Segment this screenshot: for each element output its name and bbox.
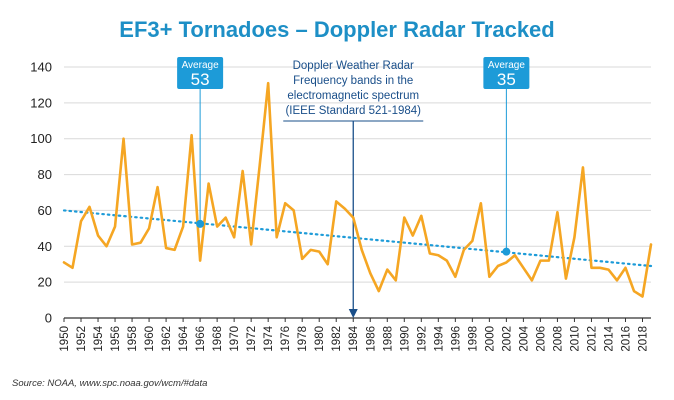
doppler-marker: Doppler Weather Radar Frequency bands in … bbox=[283, 60, 424, 318]
y-tick-label: 20 bbox=[38, 275, 52, 290]
x-tick-label: 1956 bbox=[110, 326, 122, 352]
x-tick-label: 1974 bbox=[263, 325, 275, 351]
x-tick-label: 1952 bbox=[76, 326, 88, 352]
x-axis-ticks: 1950 1952 1954 1956 1958 1960 1962 1964 1966 1968… bbox=[59, 318, 649, 352]
marker-text-line: Frequency bands in the bbox=[293, 75, 413, 87]
x-tick-label: 1980 bbox=[314, 326, 326, 352]
x-tick-label: 2004 bbox=[518, 325, 530, 351]
marker-text-line: Doppler Weather Radar bbox=[293, 60, 414, 72]
callout-box bbox=[483, 57, 530, 89]
x-tick-label: 2006 bbox=[535, 326, 547, 352]
x-tick-label: 1976 bbox=[280, 326, 292, 352]
x-tick-label: 2008 bbox=[552, 326, 564, 352]
x-tick-label: 1988 bbox=[382, 326, 394, 352]
x-tick-label: 2012 bbox=[586, 326, 598, 352]
y-tick-label: 100 bbox=[30, 131, 52, 146]
x-tick-label: 1954 bbox=[93, 325, 105, 351]
series-line bbox=[62, 81, 653, 298]
marker-text-line: electromagnetic spectrum bbox=[287, 90, 419, 102]
x-tick-label: 1986 bbox=[365, 326, 377, 352]
x-tick-label: 1996 bbox=[450, 326, 462, 352]
x-tick-label: 1950 bbox=[59, 326, 71, 352]
x-tick-label: 1964 bbox=[178, 325, 190, 351]
x-tick-label: 1984 bbox=[348, 325, 360, 351]
x-tick-label: 1990 bbox=[399, 326, 411, 352]
callout-box bbox=[177, 57, 224, 89]
x-tick-label: 2000 bbox=[484, 326, 496, 352]
x-tick-label: 1992 bbox=[416, 326, 428, 352]
x-tick-label: 1982 bbox=[331, 326, 343, 352]
x-tick-label: 2018 bbox=[637, 326, 649, 352]
y-tick-label: 140 bbox=[30, 60, 52, 75]
x-tick-label: 1962 bbox=[161, 326, 173, 352]
x-tick-label: 1960 bbox=[144, 326, 156, 352]
y-tick-label: 80 bbox=[38, 167, 52, 182]
x-tick-label: 1968 bbox=[212, 326, 224, 352]
x-tick-label: 1994 bbox=[433, 325, 445, 351]
callout-value: 53 bbox=[191, 70, 210, 89]
x-tick-label: 1966 bbox=[195, 326, 207, 352]
x-tick-label: 1970 bbox=[229, 326, 241, 352]
x-tick-label: 1958 bbox=[127, 326, 139, 352]
callout-value: 35 bbox=[497, 70, 516, 89]
y-tick-label: 60 bbox=[38, 203, 52, 218]
marker-text-line: (IEEE Standard 521-1984) bbox=[285, 105, 421, 117]
y-tick-label: 120 bbox=[30, 95, 52, 110]
average-point bbox=[196, 219, 205, 228]
chart-title: EF3+ Tornadoes – Doppler Radar Tracked bbox=[119, 17, 554, 42]
x-tick-label: 2002 bbox=[501, 326, 513, 352]
x-tick-label: 1972 bbox=[246, 326, 258, 352]
x-tick-label: 1998 bbox=[467, 326, 479, 352]
callout-label: Average bbox=[488, 60, 526, 71]
y-tick-label: 0 bbox=[45, 311, 52, 326]
marker-arrowhead bbox=[348, 309, 358, 318]
series-layer bbox=[62, 81, 653, 298]
source-note: Source: NOAA, www.spc.noaa.gov/wcm/#data bbox=[12, 378, 207, 389]
average-point bbox=[502, 247, 511, 256]
x-tick-label: 2016 bbox=[620, 326, 632, 352]
x-tick-label: 1978 bbox=[297, 326, 309, 352]
y-axis-ticks: 0 20 40 60 80 100 120 140 bbox=[30, 60, 52, 326]
x-tick-label: 2014 bbox=[603, 325, 615, 351]
x-tick-label: 2010 bbox=[569, 326, 581, 352]
callout-label: Average bbox=[182, 60, 220, 71]
y-tick-label: 40 bbox=[38, 239, 52, 254]
